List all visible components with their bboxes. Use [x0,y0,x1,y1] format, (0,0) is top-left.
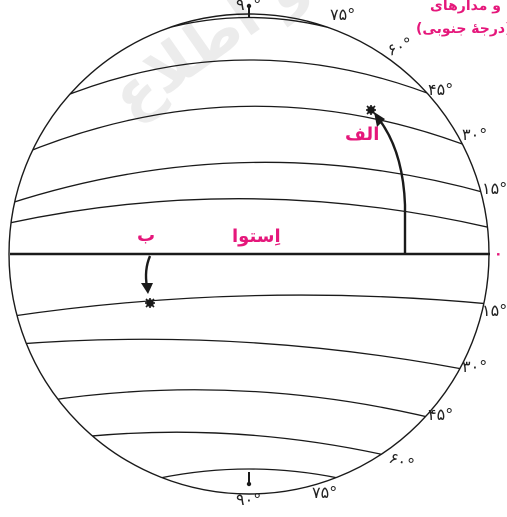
point-a-label: الف [345,124,379,145]
corner-caption-line1: و مدارهای [430,0,501,14]
label-15n: ۱۵° [482,179,507,198]
point-b-marker [145,298,155,308]
label-90s: ۹۰° [236,490,261,509]
equator-label: اِستوا [232,226,281,247]
latitude-45n-line [19,105,479,156]
label-45n: ۴۵° [428,80,453,99]
point-b-label: ب [137,225,155,246]
arrow-to-point-a [377,117,407,254]
label-30n: ۳۰° [462,125,487,144]
latitude-15n-line [9,198,489,231]
corner-caption-line2: (درجهٔ جنوبی) [416,21,507,37]
label-75s: ۷۵° [312,483,337,502]
label-60s: ۶۰° [387,448,417,474]
latitude-75s-line [159,468,339,479]
label-15s: ۱۵° [482,301,507,320]
label-75n: ۷۵° [330,5,355,24]
latitude-60n-line [54,59,446,101]
latitude-30n-line [9,161,489,206]
label-equator-degree: ۰ [494,246,503,262]
arrow-to-point-b [144,255,152,288]
arrow-a-head [374,112,385,127]
arrow-b-head [141,283,153,294]
label-45s: ۴۵° [428,405,453,424]
label-60n: ۶۰° [385,33,415,59]
latitude-45s-line [19,389,479,431]
north-pole-dot [246,3,252,9]
latitude-15s-line [9,294,489,319]
watermark: علم و اطلاع [98,0,429,132]
label-30s: ۳۰° [462,357,487,376]
label-90n: ۹۰° [236,0,261,14]
point-a-marker [366,105,376,115]
south-pole-dot [246,481,252,487]
latitude-30s-line [9,338,489,376]
